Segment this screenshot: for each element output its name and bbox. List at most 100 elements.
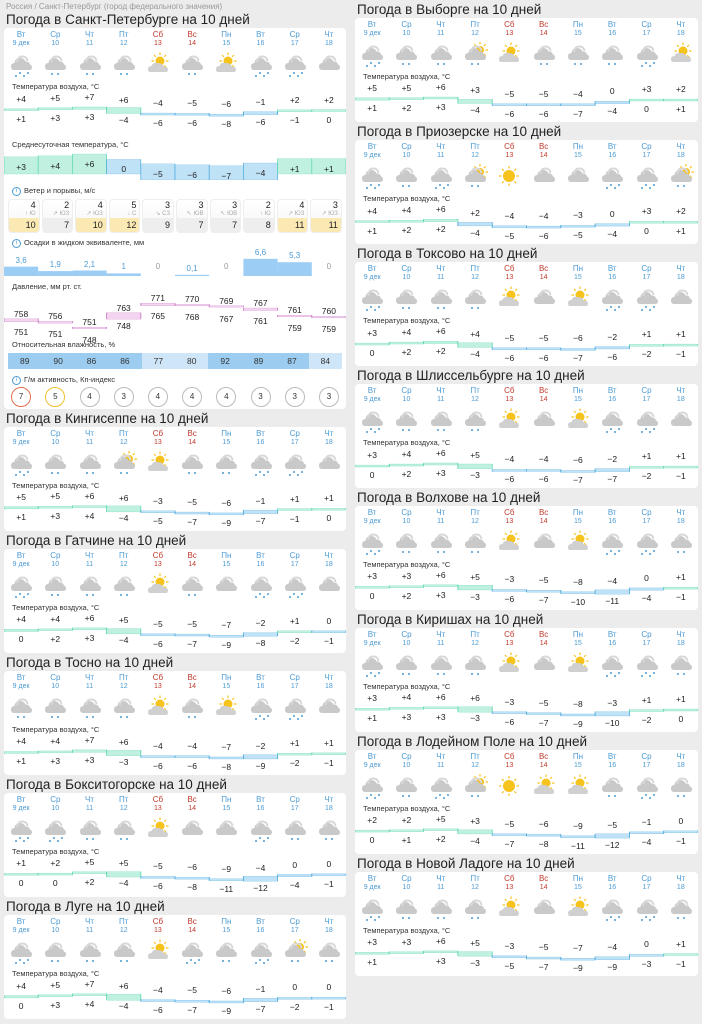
day-column[interactable]: Вт 9 дек (355, 142, 389, 160)
day-column[interactable]: Вт 16 (595, 142, 629, 160)
day-column[interactable]: Вт 16 (595, 630, 629, 648)
day-column[interactable]: Чт 18 (664, 752, 698, 770)
day-column[interactable]: Вт 16 (595, 874, 629, 892)
day-column[interactable]: Чт 18 (312, 429, 346, 447)
day-column[interactable]: Вт 9 дек (355, 508, 389, 526)
day-column[interactable]: Пт 12 (458, 20, 492, 38)
day-column[interactable]: Вт 16 (595, 386, 629, 404)
day-column[interactable]: Пт 12 (458, 264, 492, 282)
day-column[interactable]: Сб 13 (492, 874, 526, 892)
day-column[interactable]: Сб 13 (141, 551, 175, 569)
day-column[interactable]: Пн 15 (561, 630, 595, 648)
day-column[interactable]: Ср 17 (278, 917, 312, 935)
day-column[interactable]: Вт 9 дек (4, 917, 38, 935)
info-icon[interactable]: i (12, 238, 21, 248)
day-column[interactable]: Ср 17 (278, 429, 312, 447)
day-column[interactable]: Вт 9 дек (4, 673, 38, 691)
day-column[interactable]: Чт 11 (72, 673, 106, 691)
day-column[interactable]: Чт 18 (312, 917, 346, 935)
day-column[interactable]: Вс 14 (526, 20, 560, 38)
city-title[interactable]: Погода в Лодейном Поле на 10 дней (357, 734, 588, 749)
day-column[interactable]: Пт 12 (458, 630, 492, 648)
day-column[interactable]: Ср 17 (278, 795, 312, 813)
day-column[interactable]: Чт 11 (424, 630, 458, 648)
day-column[interactable]: Вт 16 (243, 429, 277, 447)
day-column[interactable]: Пт 12 (458, 386, 492, 404)
day-column[interactable]: Вс 14 (175, 673, 209, 691)
day-column[interactable]: Чт 11 (424, 142, 458, 160)
day-column[interactable]: Ср 10 (389, 874, 423, 892)
day-column[interactable]: Чт 11 (424, 264, 458, 282)
day-column[interactable]: Сб 13 (492, 264, 526, 282)
day-column[interactable]: Вт 16 (243, 551, 277, 569)
day-column[interactable]: Пт 12 (458, 874, 492, 892)
day-column[interactable]: Ср 17 (629, 20, 663, 38)
day-column[interactable]: Сб 13 (141, 673, 175, 691)
city-title[interactable]: Погода в Волхове на 10 дней (357, 490, 541, 505)
day-column[interactable]: Сб 13 (492, 386, 526, 404)
day-column[interactable]: Вс 14 (175, 429, 209, 447)
day-column[interactable]: Ср 17 (629, 508, 663, 526)
day-column[interactable]: Ср 17 (278, 551, 312, 569)
day-column[interactable]: Пт 12 (107, 551, 141, 569)
day-column[interactable]: Пн 15 (561, 264, 595, 282)
day-column[interactable]: Пн 15 (209, 551, 243, 569)
day-column[interactable]: Вт 9 дек (4, 429, 38, 447)
day-column[interactable]: Сб 13 (141, 795, 175, 813)
city-title[interactable]: Погода в Кингисеппе на 10 дней (6, 411, 209, 426)
day-column[interactable]: Пн 15 (561, 508, 595, 526)
city-title[interactable]: Погода в Киришах на 10 дней (357, 612, 544, 627)
day-column[interactable]: Чт 11 (72, 917, 106, 935)
day-column[interactable]: Пт 12 (107, 917, 141, 935)
day-column[interactable]: Пн 15 (561, 142, 595, 160)
day-column[interactable]: Ср 17 (629, 630, 663, 648)
day-column[interactable]: Вт 16 (243, 795, 277, 813)
day-column[interactable]: Вт 9 дек (4, 551, 38, 569)
day-column[interactable]: Чт 11 (424, 386, 458, 404)
day-column[interactable]: Ср 17 (629, 386, 663, 404)
day-column[interactable]: Пт 12 (458, 142, 492, 160)
city-title[interactable]: Погода в Выборге на 10 дней (357, 2, 542, 17)
city-title[interactable]: Погода в Гатчине на 10 дней (6, 533, 187, 548)
day-column[interactable]: Вс 14 (175, 551, 209, 569)
day-column[interactable]: Чт 18 (312, 795, 346, 813)
day-column[interactable]: Чт 18 (664, 264, 698, 282)
day-column[interactable]: Вт 9 дек (355, 752, 389, 770)
day-column[interactable]: Ср 10 (389, 752, 423, 770)
day-column[interactable]: Вс 14 (526, 752, 560, 770)
day-column[interactable]: Пт 12 (458, 752, 492, 770)
day-column[interactable]: Чт 11 (72, 429, 106, 447)
day-column[interactable]: Сб 13 (492, 630, 526, 648)
day-column[interactable]: Чт 18 (664, 630, 698, 648)
day-column[interactable]: Вт 16 (595, 20, 629, 38)
day-column[interactable]: Чт 11 (424, 508, 458, 526)
day-column[interactable]: Вт 9 дек (355, 630, 389, 648)
day-column[interactable]: Вт 9 дек (355, 20, 389, 38)
day-column[interactable]: Ср 17 (629, 142, 663, 160)
day-column[interactable]: Ср 10 (389, 264, 423, 282)
day-column[interactable]: Пн 15 (561, 874, 595, 892)
day-column[interactable]: Ср 10 (38, 795, 72, 813)
day-column[interactable]: Вс 14 (175, 30, 209, 48)
day-column[interactable]: Чт 11 (72, 795, 106, 813)
breadcrumb[interactable]: Россия / Санкт-Петербург (город федераль… (6, 2, 223, 11)
day-column[interactable]: Вт 16 (595, 508, 629, 526)
day-column[interactable]: Вс 14 (526, 386, 560, 404)
day-column[interactable]: Пн 15 (209, 795, 243, 813)
city-title[interactable]: Погода в Тосно на 10 дней (6, 655, 174, 670)
day-column[interactable]: Сб 13 (492, 20, 526, 38)
day-column[interactable]: Ср 10 (38, 429, 72, 447)
day-column[interactable]: Ср 10 (389, 386, 423, 404)
day-column[interactable]: Сб 13 (492, 752, 526, 770)
day-column[interactable]: Вт 9 дек (355, 874, 389, 892)
day-column[interactable]: Ср 17 (629, 264, 663, 282)
day-column[interactable]: Чт 11 (72, 30, 106, 48)
day-column[interactable]: Чт 18 (312, 673, 346, 691)
day-column[interactable]: Пт 12 (107, 429, 141, 447)
day-column[interactable]: Ср 10 (389, 508, 423, 526)
day-column[interactable]: Пт 12 (107, 673, 141, 691)
day-column[interactable]: Ср 17 (278, 673, 312, 691)
day-column[interactable]: Сб 13 (492, 508, 526, 526)
day-column[interactable]: Пн 15 (209, 429, 243, 447)
day-column[interactable]: Пн 15 (561, 752, 595, 770)
